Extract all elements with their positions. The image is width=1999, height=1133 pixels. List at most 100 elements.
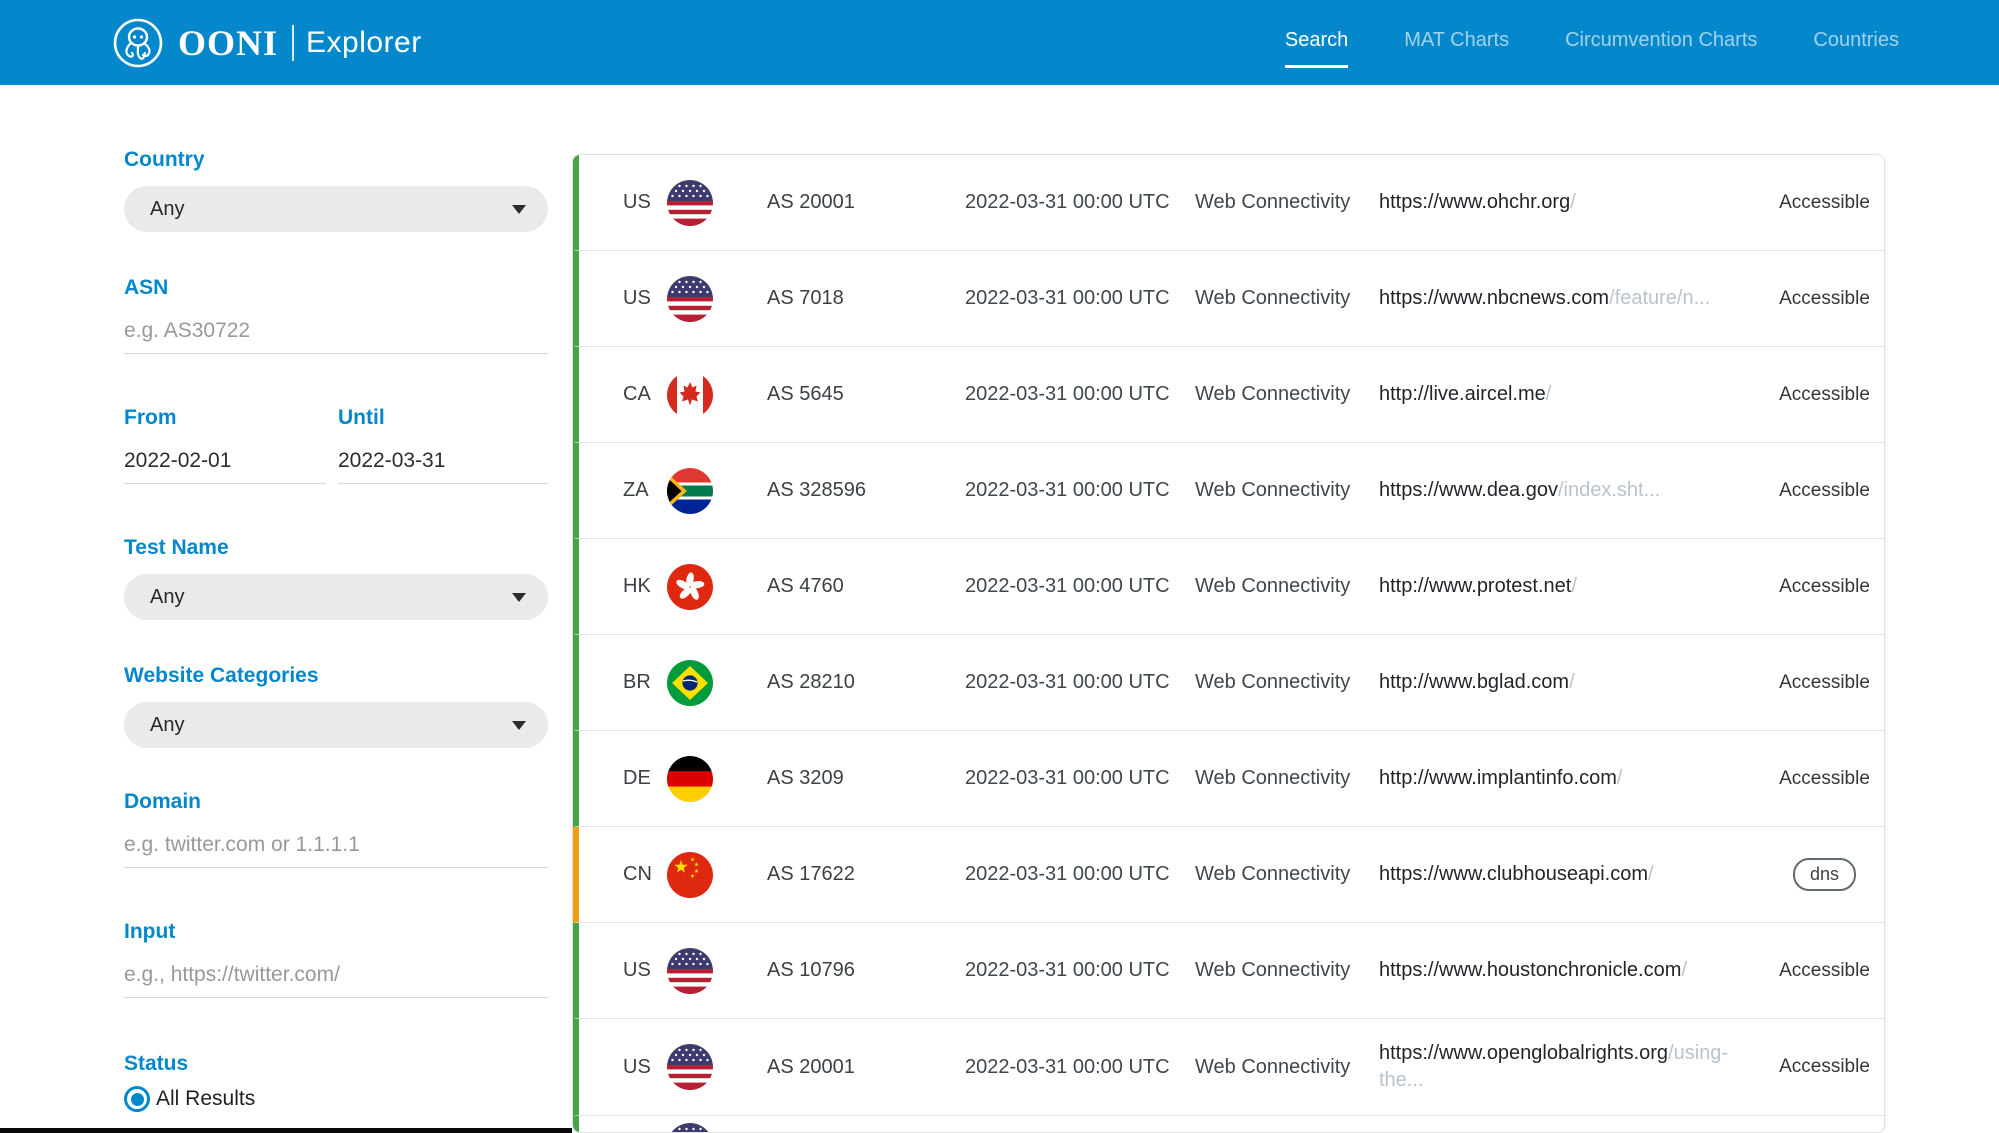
test-name-select-value: Any (150, 585, 185, 608)
measurement-url: https://www.openglobalrights.org/using-t… (1379, 1040, 1779, 1094)
country-flag-icon (667, 1123, 713, 1132)
filter-input: Input (124, 920, 548, 998)
measurement-row[interactable] (573, 1116, 1884, 1132)
status-all-results-option[interactable]: All Results (124, 1086, 548, 1112)
url-path: / (1569, 671, 1575, 693)
country-flag-icon (667, 275, 713, 322)
filter-country: Country Any (124, 148, 548, 232)
country-flag-icon (667, 851, 713, 898)
from-label: From (124, 406, 177, 429)
country-flag-icon (667, 563, 713, 610)
filter-status: Status All Results (124, 1052, 548, 1112)
test-name: Web Connectivity (1195, 863, 1351, 885)
country-code: US (623, 1055, 651, 1078)
country-flag-icon (667, 1044, 713, 1090)
brand-name: OONI (178, 22, 279, 63)
nav-mat-charts[interactable]: MAT Charts (1404, 29, 1510, 51)
footer-top-edge (0, 1128, 572, 1133)
measurement-date: 2022-03-31 00:00 UTC (965, 863, 1170, 885)
test-name: Web Connectivity (1195, 383, 1351, 405)
until-date-input[interactable] (338, 438, 548, 484)
measurement-url: http://live.aircel.me/ (1379, 381, 1779, 408)
url-domain: http://www.protest.net (1379, 575, 1572, 597)
country-flag-icon (667, 179, 713, 226)
url-domain: https://www.dea.gov (1379, 479, 1558, 501)
measurement-row[interactable]: CN AS 17622 2022-03-31 00:00 UTC Web Con… (573, 827, 1884, 923)
status-cell: Accessible (1779, 576, 1884, 598)
measurement-row[interactable]: CA AS 5645 2022-03-31 00:00 UTC Web Conn… (573, 347, 1884, 443)
status-cell: Accessible (1779, 480, 1884, 502)
url-domain: https://www.houstonchronicle.com (1379, 959, 1682, 981)
domain-input[interactable] (124, 822, 548, 868)
country-code: BR (623, 671, 651, 693)
url-path: / (1545, 383, 1552, 405)
chevron-down-icon (512, 592, 526, 602)
nav-circumvention-charts[interactable]: Circumvention Charts (1565, 29, 1758, 51)
country-flag-icon (667, 371, 713, 418)
from-date-input[interactable] (124, 438, 326, 484)
test-name-select[interactable]: Any (124, 574, 548, 620)
status-cell: Accessible (1779, 1056, 1884, 1078)
measurement-row[interactable]: ZA AS 328596 2022-03-31 00:00 UTC Web Co… (573, 443, 1884, 539)
country-select-value: Any (150, 197, 185, 220)
top-nav: OONI Explorer Search MAT Charts Circumve… (0, 0, 1999, 85)
measurement-date: 2022-03-31 00:00 UTC (965, 479, 1170, 501)
test-name: Web Connectivity (1195, 287, 1351, 309)
country-select[interactable]: Any (124, 186, 548, 232)
asn-number: AS 20001 (767, 191, 855, 213)
status-cell: Accessible (1779, 288, 1884, 310)
status-accessible-text: Accessible (1779, 1056, 1870, 1077)
measurement-date: 2022-03-31 00:00 UTC (965, 767, 1170, 789)
status-label: Status (124, 1052, 189, 1075)
country-flag-icon (667, 659, 713, 706)
measurement-row[interactable]: BR AS 28210 2022-03-31 00:00 UTC Web Con… (573, 635, 1884, 731)
measurement-row[interactable]: US AS 7018 2022-03-31 00:00 UTC Web Conn… (573, 251, 1884, 347)
measurement-row[interactable]: HK AS 4760 2022-03-31 00:00 UTC Web Conn… (573, 539, 1884, 635)
measurement-url: https://www.houstonchronicle.com/ (1379, 957, 1779, 984)
asn-number: AS 17622 (767, 863, 855, 885)
country-flag-icon (667, 947, 713, 994)
measurement-date: 2022-03-31 00:00 UTC (965, 191, 1170, 213)
measurement-date: 2022-03-31 00:00 UTC (965, 1055, 1170, 1078)
filter-website-categories: Website Categories Any (124, 664, 548, 748)
test-name: Web Connectivity (1195, 959, 1351, 981)
filter-domain: Domain (124, 790, 548, 868)
input-label: Input (124, 920, 176, 943)
url-path: / (1571, 575, 1577, 597)
measurement-date: 2022-03-31 00:00 UTC (965, 959, 1170, 981)
url-domain: https://www.ohchr.org (1379, 191, 1571, 213)
test-name: Web Connectivity (1195, 767, 1351, 789)
status-accessible-text: Accessible (1779, 479, 1870, 501)
url-path: / (1570, 191, 1576, 213)
measurement-row[interactable]: DE AS 3209 2022-03-31 00:00 UTC Web Conn… (573, 731, 1884, 827)
measurement-row[interactable]: US AS 20001 2022-03-31 00:00 UTC Web Con… (573, 1019, 1884, 1116)
status-cell: Accessible (1779, 672, 1884, 694)
filter-sidebar: Country Any ASN From Until Test Name Any (0, 85, 572, 1133)
status-accessible-text: Accessible (1779, 575, 1870, 597)
radio-selected-icon (124, 1086, 150, 1112)
measurement-row[interactable]: US AS 10796 2022-03-31 00:00 UTC Web Con… (573, 923, 1884, 1019)
chevron-down-icon (512, 720, 526, 730)
country-code: ZA (623, 479, 649, 501)
status-accessible-text: Accessible (1779, 383, 1870, 405)
test-name: Web Connectivity (1195, 479, 1351, 501)
status-accessible-text: Accessible (1779, 671, 1870, 693)
status-cell: Accessible (1779, 960, 1884, 982)
domain-label: Domain (124, 790, 202, 813)
measurement-row[interactable]: US AS 20001 2022-03-31 00:00 UTC Web Con… (573, 155, 1884, 251)
url-path: /feature/n... (1609, 287, 1711, 309)
url-path: /using-the... (1379, 1042, 1729, 1091)
measurement-url: http://www.bglad.com/ (1379, 669, 1779, 696)
nav-search[interactable]: Search (1284, 29, 1349, 68)
brand[interactable]: OONI Explorer (112, 17, 422, 69)
measurement-url: https://www.dea.gov/index.sht... (1379, 477, 1779, 504)
asn-input[interactable] (124, 308, 548, 354)
nav-countries[interactable]: Countries (1813, 29, 1899, 51)
url-path: / (1648, 863, 1654, 885)
status-accessible-text: Accessible (1779, 959, 1870, 981)
url-path: /index.sht... (1557, 479, 1661, 501)
website-categories-select[interactable]: Any (124, 702, 548, 748)
asn-number: AS 328596 (767, 479, 866, 501)
input-url-input[interactable] (124, 952, 548, 998)
url-domain: https://www.clubhouseapi.com (1379, 863, 1649, 885)
